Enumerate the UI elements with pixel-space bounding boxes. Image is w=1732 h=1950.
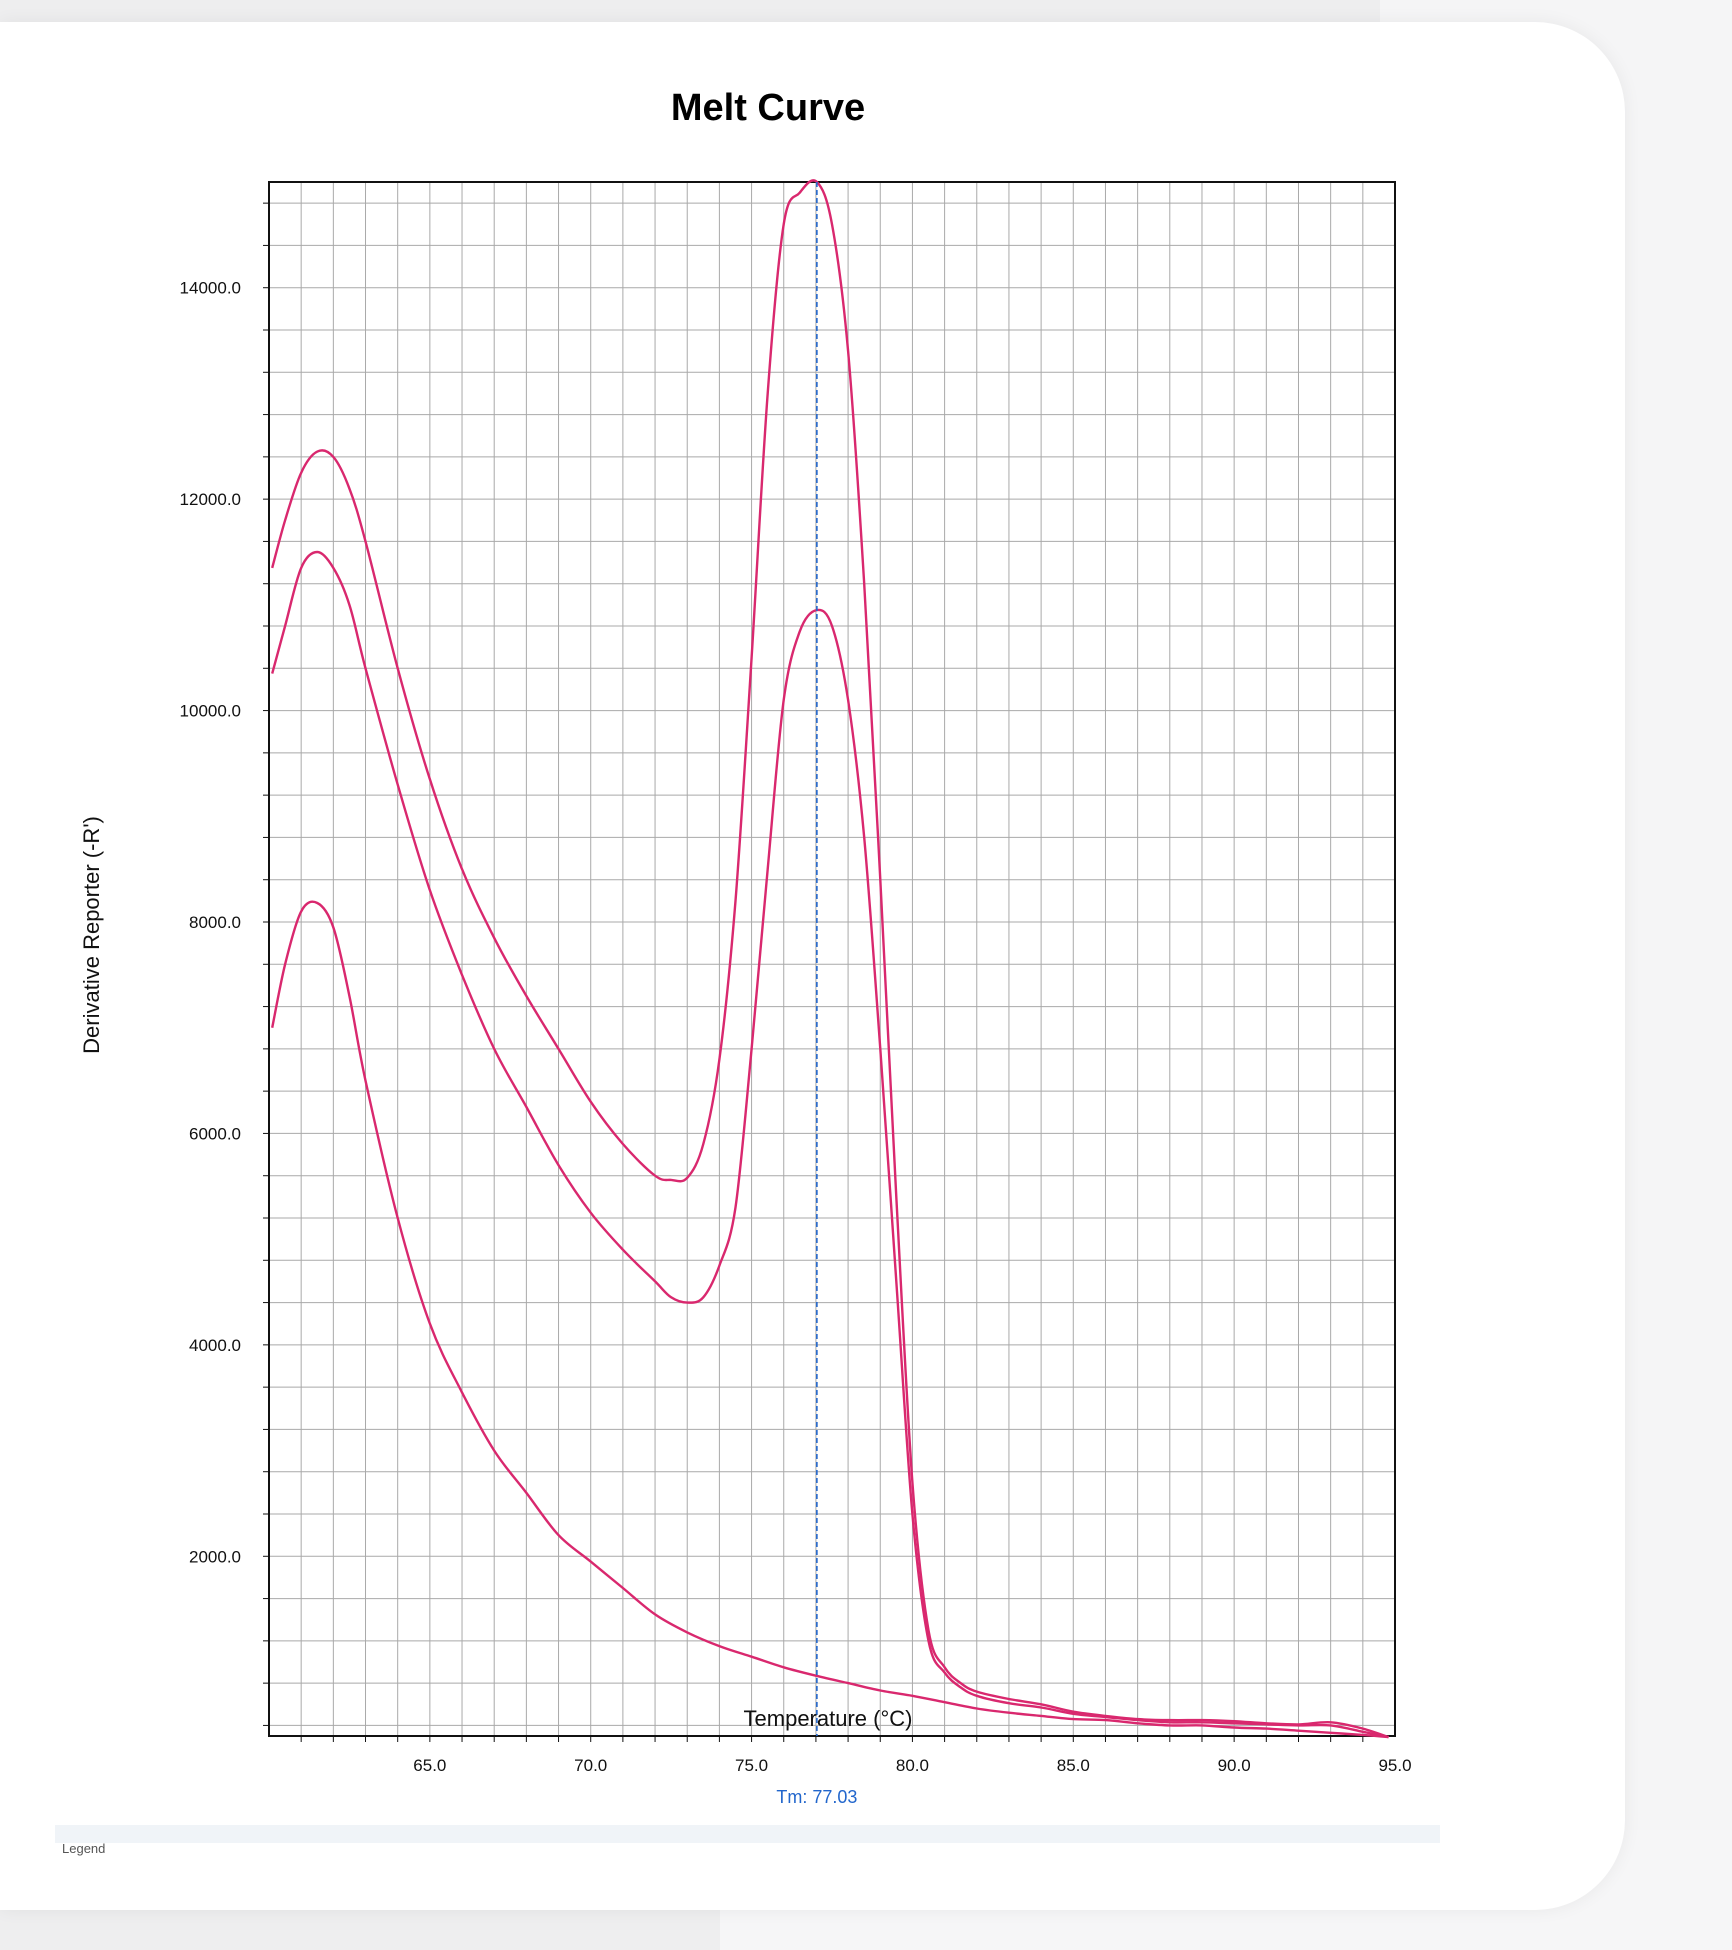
series-line-2 [271, 550, 1389, 1739]
chart-card: Melt Curve 65.0 70.0 75.0 80.0 85.0 90.0 95.0 … [0, 22, 1625, 1910]
series-line-3 [271, 900, 1389, 1739]
y-tick-label: 2000.0 [189, 1547, 241, 1566]
x-axis-ticks: 65.0 70.0 75.0 80.0 85.0 90.0 95.0 [413, 1756, 1411, 1775]
x-tick-label: 70.0 [574, 1756, 607, 1775]
x-tick-label: 95.0 [1378, 1756, 1411, 1775]
y-tick-label: 14000.0 [180, 279, 241, 298]
series-lines [271, 179, 1389, 1739]
legend-label: Legend [62, 1841, 105, 1856]
melt-curve-chart: Melt Curve 65.0 70.0 75.0 80.0 85.0 90.0 95.0 … [55, 87, 1440, 1856]
y-tick-label: 8000.0 [189, 913, 241, 932]
y-tick-label: 12000.0 [180, 490, 241, 509]
plot-border [268, 181, 1396, 1737]
y-tick-label: 4000.0 [189, 1336, 241, 1355]
x-tick-label: 75.0 [735, 1756, 768, 1775]
x-tick-label: 85.0 [1057, 1756, 1090, 1775]
x-tick-label: 90.0 [1218, 1756, 1251, 1775]
y-axis-ticks: 2000.0 4000.0 6000.0 8000.0 10000.0 12000.0 14… [180, 279, 241, 1567]
grid-lines [269, 182, 1395, 1736]
x-tick-label: 65.0 [413, 1756, 446, 1775]
series-line-1 [271, 179, 1389, 1739]
x-axis-title: Temperature (°C) [744, 1706, 913, 1731]
x-tick-label: 80.0 [896, 1756, 929, 1775]
y-tick-label: 10000.0 [180, 702, 241, 721]
y-tick-label: 6000.0 [189, 1124, 241, 1143]
y-axis-title: Derivative Reporter (-R') [79, 816, 104, 1054]
tm-marker: Tm: 77.03 [776, 182, 857, 1807]
plot-frame [263, 181, 1396, 1742]
chart-title: Melt Curve [671, 87, 865, 129]
tm-marker-label: Tm: 77.03 [776, 1787, 857, 1807]
